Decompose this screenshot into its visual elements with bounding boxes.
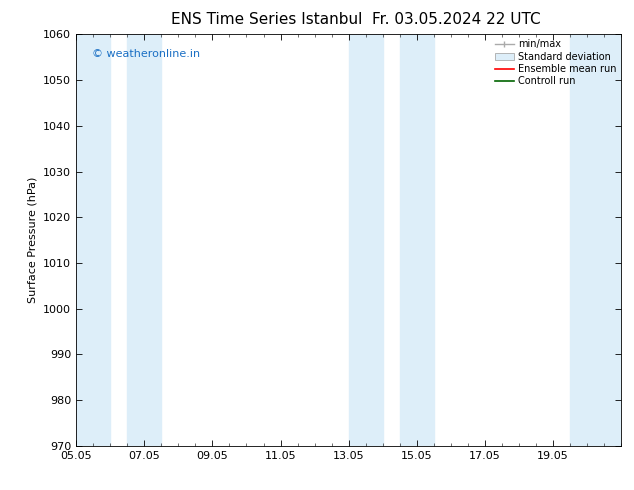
Y-axis label: Surface Pressure (hPa): Surface Pressure (hPa) xyxy=(27,177,37,303)
Bar xyxy=(400,34,434,446)
Bar xyxy=(349,34,383,446)
Bar xyxy=(570,34,621,446)
Text: Fr. 03.05.2024 22 UTC: Fr. 03.05.2024 22 UTC xyxy=(372,12,541,27)
Bar xyxy=(76,34,110,446)
Bar xyxy=(127,34,161,446)
Legend: min/max, Standard deviation, Ensemble mean run, Controll run: min/max, Standard deviation, Ensemble me… xyxy=(492,36,619,89)
Text: © weatheronline.in: © weatheronline.in xyxy=(93,49,200,59)
Text: ENS Time Series Istanbul: ENS Time Series Istanbul xyxy=(171,12,362,27)
